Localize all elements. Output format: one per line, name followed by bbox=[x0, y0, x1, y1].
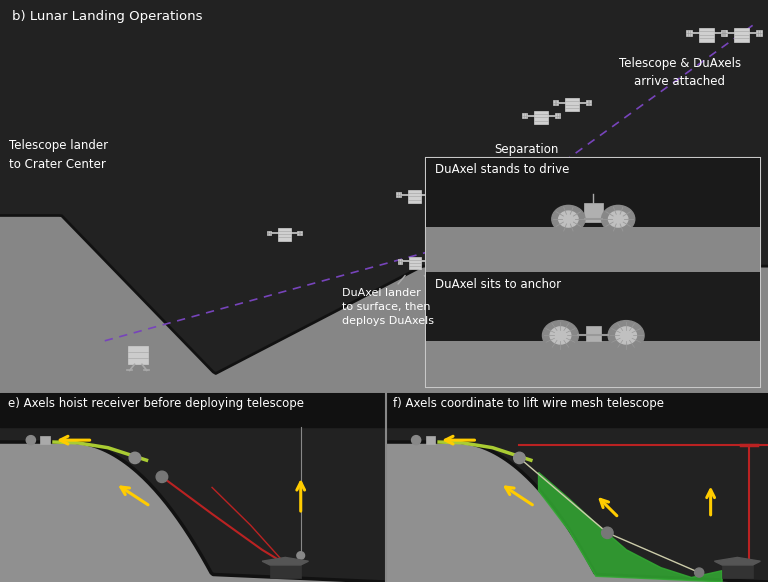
Bar bbox=[429, 193, 433, 197]
Bar bbox=[426, 272, 760, 386]
Circle shape bbox=[608, 211, 628, 227]
Circle shape bbox=[559, 211, 578, 227]
Circle shape bbox=[26, 435, 35, 445]
Bar bbox=[585, 327, 601, 340]
Text: DuAxel sits to anchor: DuAxel sits to anchor bbox=[435, 278, 561, 290]
Bar bbox=[565, 98, 579, 111]
Text: Separation: Separation bbox=[494, 143, 558, 155]
Text: Telescope & DuAxels
arrive attached: Telescope & DuAxels arrive attached bbox=[618, 57, 741, 88]
Bar bbox=[427, 260, 432, 264]
Text: e) Axels hoist receiver before deploying telescope: e) Axels hoist receiver before deploying… bbox=[8, 397, 303, 410]
Bar bbox=[426, 227, 760, 272]
Bar bbox=[553, 101, 558, 105]
Bar bbox=[720, 30, 726, 36]
Bar bbox=[398, 260, 402, 264]
Bar bbox=[426, 158, 760, 386]
Circle shape bbox=[297, 552, 305, 559]
Bar bbox=[270, 561, 301, 579]
Bar bbox=[297, 230, 302, 235]
Bar bbox=[722, 561, 753, 579]
Bar bbox=[426, 158, 760, 272]
Circle shape bbox=[694, 568, 703, 577]
Bar bbox=[586, 101, 591, 105]
Text: Telescope lander
to Crater Center: Telescope lander to Crater Center bbox=[9, 140, 108, 171]
Bar bbox=[278, 228, 290, 240]
Bar bbox=[41, 436, 50, 444]
Bar bbox=[535, 111, 548, 124]
Text: f) Axels coordinate to lift wire mesh telescope: f) Axels coordinate to lift wire mesh te… bbox=[393, 397, 664, 410]
Circle shape bbox=[514, 452, 525, 464]
Bar bbox=[128, 346, 148, 364]
Circle shape bbox=[552, 205, 585, 233]
Circle shape bbox=[129, 452, 141, 464]
Bar bbox=[756, 30, 762, 36]
Polygon shape bbox=[262, 558, 309, 565]
Text: DuAxel lander
to surface, then
deploys DuAxels: DuAxel lander to surface, then deploys D… bbox=[342, 288, 434, 327]
Circle shape bbox=[412, 435, 421, 445]
Bar bbox=[555, 113, 561, 118]
Circle shape bbox=[608, 321, 644, 350]
Bar bbox=[699, 28, 714, 42]
Bar bbox=[396, 193, 401, 197]
Circle shape bbox=[601, 527, 613, 538]
Text: DuAxel stands to drive: DuAxel stands to drive bbox=[435, 164, 570, 176]
Bar bbox=[733, 28, 749, 42]
Bar bbox=[686, 30, 691, 36]
Bar bbox=[266, 230, 271, 235]
Circle shape bbox=[542, 321, 578, 350]
Text: b) Lunar Landing Operations: b) Lunar Landing Operations bbox=[12, 9, 202, 23]
Bar bbox=[722, 30, 727, 36]
Bar bbox=[426, 341, 760, 386]
Circle shape bbox=[156, 471, 167, 482]
Polygon shape bbox=[714, 558, 760, 565]
Bar bbox=[584, 203, 603, 222]
Polygon shape bbox=[538, 473, 722, 582]
Bar bbox=[425, 436, 435, 444]
Bar bbox=[409, 257, 421, 269]
Circle shape bbox=[616, 327, 637, 344]
Bar bbox=[522, 113, 528, 118]
Bar bbox=[408, 190, 422, 203]
Circle shape bbox=[550, 327, 571, 344]
Circle shape bbox=[601, 205, 634, 233]
